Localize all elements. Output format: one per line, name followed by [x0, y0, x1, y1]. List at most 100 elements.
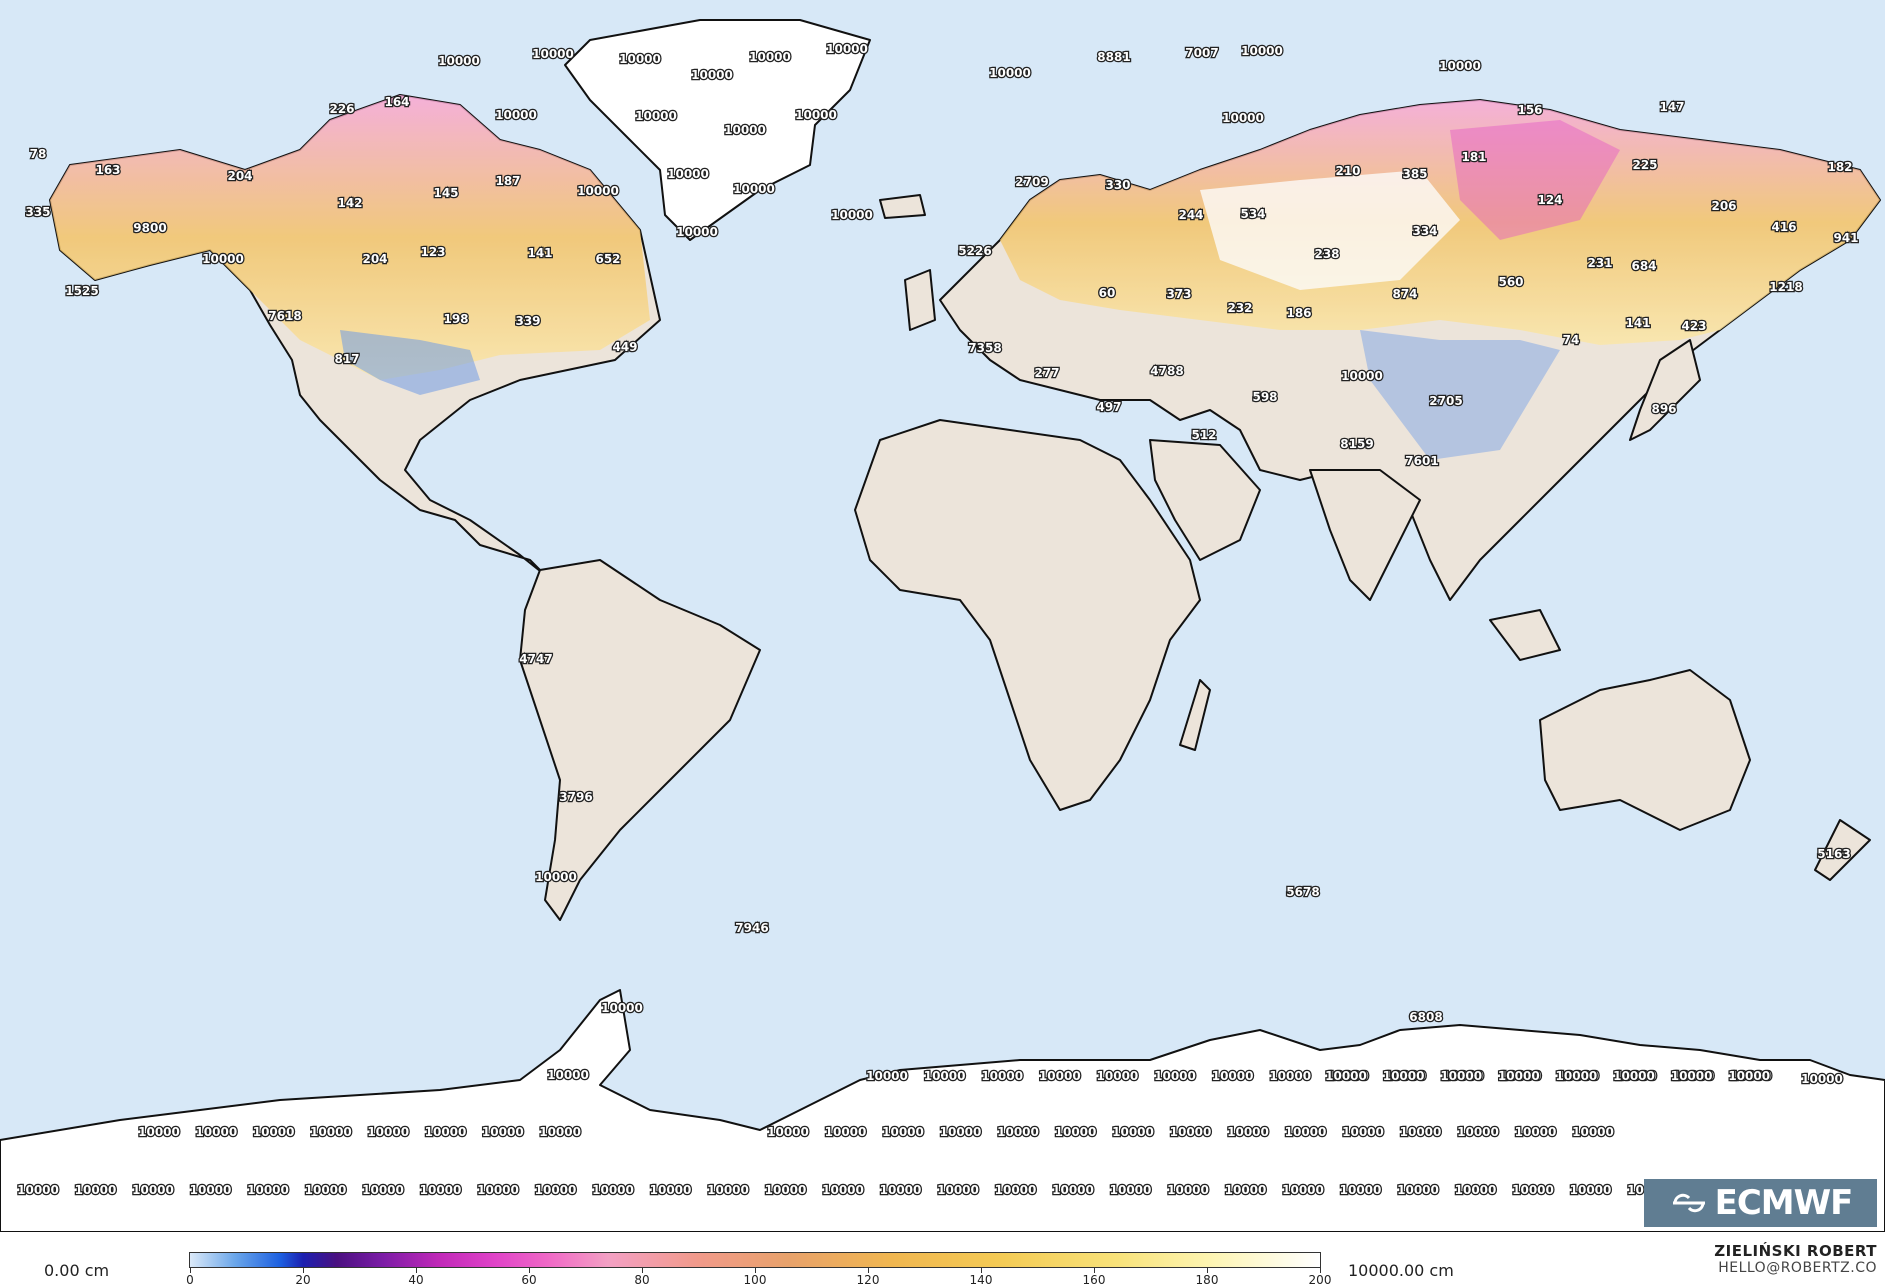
antarctica-value-label: 10000 — [247, 1183, 289, 1197]
map-value-label: 145 — [433, 186, 458, 200]
antarctica-value-label: 10000 — [1442, 1069, 1484, 1083]
map-value-label: 74 — [1563, 333, 1580, 347]
legend-min-label: 0.00 cm — [44, 1261, 110, 1280]
antarctica-value-label: 10000 — [1613, 1069, 1655, 1083]
map-value-label: 10000 — [438, 54, 480, 68]
map-value-label: 10000 — [989, 66, 1031, 80]
map-value-label: 231 — [1587, 256, 1612, 270]
antarctica-value-label: 10000 — [1557, 1069, 1599, 1083]
map-value-label: 124 — [1537, 193, 1562, 207]
madagascar — [1179, 679, 1211, 751]
map-value-label: 182 — [1827, 160, 1852, 174]
antarctica-value-label: 10000 — [1615, 1069, 1657, 1083]
antarctica-value-label: 10000 — [592, 1183, 634, 1197]
map-value-label: 10000 — [601, 1001, 643, 1015]
map-value-label: 652 — [595, 252, 620, 266]
antarctica-value-label: 10000 — [765, 1183, 807, 1197]
antarctica-value-label: 10000 — [822, 1183, 864, 1197]
antarctica-value-label: 10000 — [535, 1183, 577, 1197]
map-value-label: 896 — [1651, 402, 1676, 416]
antarctica-value-label: 10000 — [650, 1183, 692, 1197]
antarctica-value-label: 10000 — [1212, 1069, 1254, 1083]
map-value-label: 8159 — [1340, 437, 1373, 451]
map-value-label: 10000 — [1241, 44, 1283, 58]
colorbar-tick-label: 80 — [634, 1273, 650, 1287]
antarctica-value-label: 10000 — [937, 1183, 979, 1197]
antarctica-value-label: 10000 — [1671, 1069, 1713, 1083]
author-credit: ZIELIŃSKI ROBERT HELLO@ROBERTZ.CO — [1714, 1242, 1877, 1276]
map-value-label: 5226 — [958, 244, 991, 258]
uk — [904, 269, 936, 331]
author-email: HELLO@ROBERTZ.CO — [1718, 1260, 1877, 1276]
colorbar-tick-label: 60 — [521, 1273, 537, 1287]
map-value-label: 186 — [1286, 306, 1311, 320]
antarctica-value-label: 10000 — [75, 1183, 117, 1197]
map-value-label: 512 — [1191, 428, 1216, 442]
map-value-label: 1525 — [65, 284, 98, 298]
antarctica-value-label: 10000 — [1167, 1183, 1209, 1197]
colorbar-tick-label: 180 — [1195, 1273, 1219, 1287]
map-value-label: 181 — [1461, 150, 1486, 164]
antarctica-value-label: 10000 — [1512, 1183, 1554, 1197]
map-value-label: 142 — [337, 196, 362, 210]
colorbar-tick — [1207, 1268, 1208, 1273]
snow-magenta — [1450, 120, 1620, 240]
india — [1309, 469, 1421, 601]
map-value-label: 7601 — [1405, 454, 1438, 468]
map-value-label: 10000 — [749, 50, 791, 64]
colorbar-tick-label: 0 — [186, 1273, 194, 1287]
map-value-label: 3796 — [559, 790, 592, 804]
antarctica-value-label: 10000 — [995, 1183, 1037, 1197]
map-value-label: 187 — [495, 174, 520, 188]
map-value-label: 141 — [527, 246, 552, 260]
colorbar-tick — [981, 1268, 982, 1273]
antarctica-value-label: 10000 — [1400, 1125, 1442, 1139]
map-value-label: 7358 — [968, 341, 1001, 355]
japan — [1629, 339, 1701, 441]
antarctica-value-label: 10000 — [1556, 1069, 1598, 1083]
map-value-label: 560 — [1498, 275, 1523, 289]
map-value-label: 60 — [1099, 286, 1116, 300]
colorbar-tick — [303, 1268, 304, 1273]
antarctica-value-label: 10000 — [253, 1125, 295, 1139]
author-name: ZIELIŃSKI ROBERT — [1714, 1242, 1877, 1260]
colorbar-tick — [190, 1268, 191, 1273]
indonesia — [1489, 609, 1561, 661]
map-value-label: 10000 — [1439, 59, 1481, 73]
map-value-labels: 10000 10000 10000 10000 10000 10000 10000 10000… — [16, 41, 1860, 1199]
map-value-label: 534 — [1240, 207, 1265, 221]
colorbar-tick — [642, 1268, 643, 1273]
antarctica-value-label: 10000 — [477, 1183, 519, 1197]
map-value-label: 7618 — [268, 309, 301, 323]
map-value-label: 941 — [1833, 231, 1858, 245]
antarctica-value-label: 10000 — [362, 1183, 404, 1197]
map-value-label: 206 — [1711, 199, 1736, 213]
map-value-label: 339 — [515, 314, 540, 328]
map-value-label: 198 — [443, 312, 468, 326]
map-value-label: 164 — [384, 95, 409, 109]
map-value-label: 874 — [1392, 287, 1417, 301]
map-value-label: 10000 — [547, 1068, 589, 1082]
map-value-label: 335 — [25, 205, 50, 219]
map-value-label: 10000 — [495, 108, 537, 122]
antarctica-value-label: 10000 — [1055, 1125, 1097, 1139]
antarctica-value-label: 10000 — [1570, 1183, 1612, 1197]
colorbar-tick — [868, 1268, 869, 1273]
map-value-label: 7007 — [1185, 46, 1218, 60]
ecmwf-logo: ECMWF — [1644, 1179, 1877, 1227]
antarctica-value-label: 10000 — [1227, 1125, 1269, 1139]
map-value-label: 10000 — [733, 182, 775, 196]
new-zealand — [1814, 819, 1871, 881]
antarctica-value-label: 10000 — [1500, 1069, 1542, 1083]
map-value-label: 10000 — [577, 184, 619, 198]
map-value-label: 817 — [334, 352, 359, 366]
colorbar-tick-label: 20 — [295, 1273, 311, 1287]
antarctica-value-label: 10000 — [1039, 1069, 1081, 1083]
antarctica-value-label: 10000 — [1673, 1069, 1715, 1083]
map-value-label: 423 — [1681, 319, 1706, 333]
map-value-label: 2705 — [1429, 394, 1462, 408]
map-value-label: 10000 — [1801, 1072, 1843, 1086]
africa — [854, 419, 1201, 811]
map-value-label: 10000 — [635, 109, 677, 123]
antarctica-value-label: 10000 — [132, 1183, 174, 1197]
